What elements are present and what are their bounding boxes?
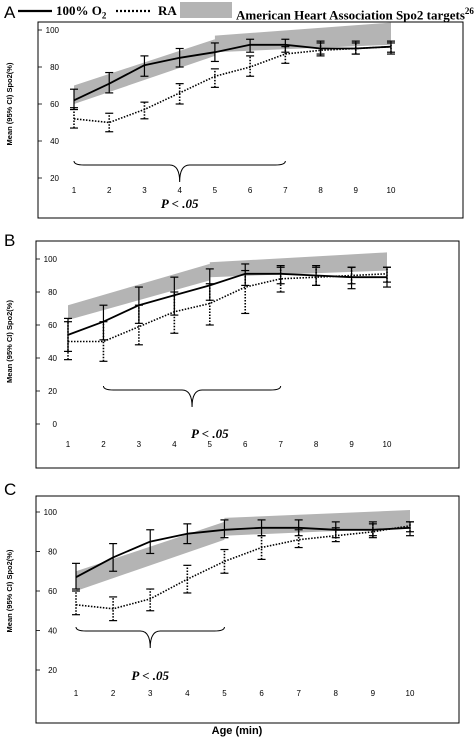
legend-solid-label: 100% O2 (56, 3, 106, 24)
panel-a-x-tick-label: 10 (387, 186, 396, 195)
panel-c-p-value-annotation: P < .05 (131, 668, 169, 683)
panel-c-significance-brace (75, 626, 225, 649)
panel-c-y-tick-label: 60 (48, 587, 57, 596)
panel-c-y-tick-label: 100 (44, 508, 58, 517)
legend-swatches (18, 2, 232, 18)
panel-b-x-tick-label: 1 (66, 440, 71, 449)
panel-c-x-tick-label: 1 (74, 689, 79, 698)
panel-b-p-value-annotation: P < .05 (191, 426, 229, 441)
panel-c-x-tick-label: 9 (371, 689, 376, 698)
panel-c-y-tick-label: 80 (48, 548, 57, 557)
panel-c-x-tick-label: 4 (185, 689, 190, 698)
panel-a-x-tick-label: 4 (177, 186, 182, 195)
panel-a-x-tick-label: 9 (354, 186, 359, 195)
panel-a-x-tick-label: 7 (283, 186, 288, 195)
panel-c-x-tick-label: 5 (222, 689, 227, 698)
panel-b-letter: B (4, 231, 16, 250)
panel-a-y-tick-label: 60 (50, 100, 59, 109)
panel-b-y-tick-label: 40 (48, 354, 57, 363)
panel-a-x-tick-label: 3 (142, 186, 147, 195)
panel-a-y-tick-label: 100 (46, 26, 60, 35)
panel-a-p-value-annotation: P < .05 (161, 196, 199, 211)
panel-a-x-tick-label: 8 (318, 186, 323, 195)
panel-c-x-tick-label: 6 (259, 689, 264, 698)
panel-b-ra-series-line (68, 273, 388, 343)
panel-c-frame (35, 495, 460, 724)
panel-a-o2-series-line (73, 43, 392, 102)
panel-c-x-tick-label: 10 (406, 689, 415, 698)
panel-b-x-tick-label: 5 (208, 440, 213, 449)
panel-a-y-tick-label: 40 (50, 137, 59, 146)
panel-a-letter: A (4, 3, 16, 22)
legend-band-text: American Heart Association Spo2 targets (236, 7, 465, 23)
legend-dotted-label: RA (158, 3, 177, 18)
legend-band-superscript: 26 (464, 6, 474, 16)
panel-c-x-tick-label: 8 (334, 689, 339, 698)
panel-b-x-tick-label: 3 (137, 440, 142, 449)
panel-b-y-axis-label: Mean (95% CI) Spo2(%) (5, 300, 14, 383)
panel-b-x-tick-label: 4 (172, 440, 177, 449)
panel-c-chart: 20 40 60 80 100 Mean (95% CI) Spo2(%) 1 2 3 4 5 6 7 8… (5, 495, 460, 724)
panel-a-y-tick-label: 20 (50, 174, 59, 183)
panel-a-significance-brace (73, 160, 286, 183)
panel-b-y-tick-label: 100 (44, 255, 58, 264)
panel-b-y-tick-label: 80 (48, 288, 57, 297)
legend: 100% O2 RA American Heart Association Sp… (0, 0, 474, 22)
panel-c-letter: C (4, 480, 17, 499)
panel-b-x-tick-label: 7 (278, 440, 283, 449)
panel-a-x-tick-label: 1 (72, 186, 77, 195)
panel-b-x-tick-label: 9 (349, 440, 354, 449)
panel-c-x-tick-label: 2 (111, 689, 116, 698)
panel-a-ra-series-line (73, 45, 392, 124)
panel-a-x-tick-label: 2 (107, 186, 112, 195)
panel-b-significance-brace (102, 385, 282, 408)
panel-b-y-tick-label: 0 (53, 420, 58, 429)
panel-a-y-tick-label: 80 (50, 63, 59, 72)
panel-c-o2-series-line (75, 526, 411, 578)
panel-b-target-band-segment (209, 252, 387, 278)
panel-a-frame (37, 21, 464, 219)
panel-b-x-tick-label: 8 (314, 440, 319, 449)
panel-b-y-tick-label: 60 (48, 321, 57, 330)
panel-c-y-tick-label: 40 (48, 627, 57, 636)
panel-a-x-tick-label: 6 (248, 186, 253, 195)
panel-b-x-tick-label: 10 (383, 440, 392, 449)
panel-c-target-band-segment (224, 510, 410, 536)
panel-b-y-tick-label: 20 (48, 387, 57, 396)
panel-c-x-tick-label: 3 (148, 689, 153, 698)
panel-a-chart: 20 40 60 80 100 Mean (95% CI) Spo2(%) 1 2 3 4 5 6 7 8… (5, 21, 464, 219)
panel-a-x-tick-label: 5 (213, 186, 218, 195)
legend-solid-subscript: 2 (101, 10, 107, 21)
panel-b-x-tick-label: 6 (243, 440, 248, 449)
panel-c-x-tick-label: 7 (296, 689, 301, 698)
legend-solid-text: 100% O (56, 3, 102, 18)
panel-b-frame (35, 240, 460, 469)
panel-a-y-axis-label: Mean (95% CI) Spo2(%) (5, 62, 14, 145)
panel-c-y-tick-label: 20 (48, 666, 57, 675)
x-axis-label: Age (min) (211, 725, 263, 737)
panel-b-chart: 0 20 40 60 80 100 Mean (95% CI) Spo2(%) 1 2 3 4 5 6 7… (5, 240, 460, 469)
panel-c-y-axis-label: Mean (95% CI) Spo2(%) (5, 549, 14, 632)
legend-band-swatch (180, 2, 232, 18)
panel-c-ra-series-line (75, 525, 411, 610)
legend-band-label: American Heart Association Spo2 targets2… (236, 3, 474, 23)
panel-b-x-tick-label: 2 (101, 440, 106, 449)
